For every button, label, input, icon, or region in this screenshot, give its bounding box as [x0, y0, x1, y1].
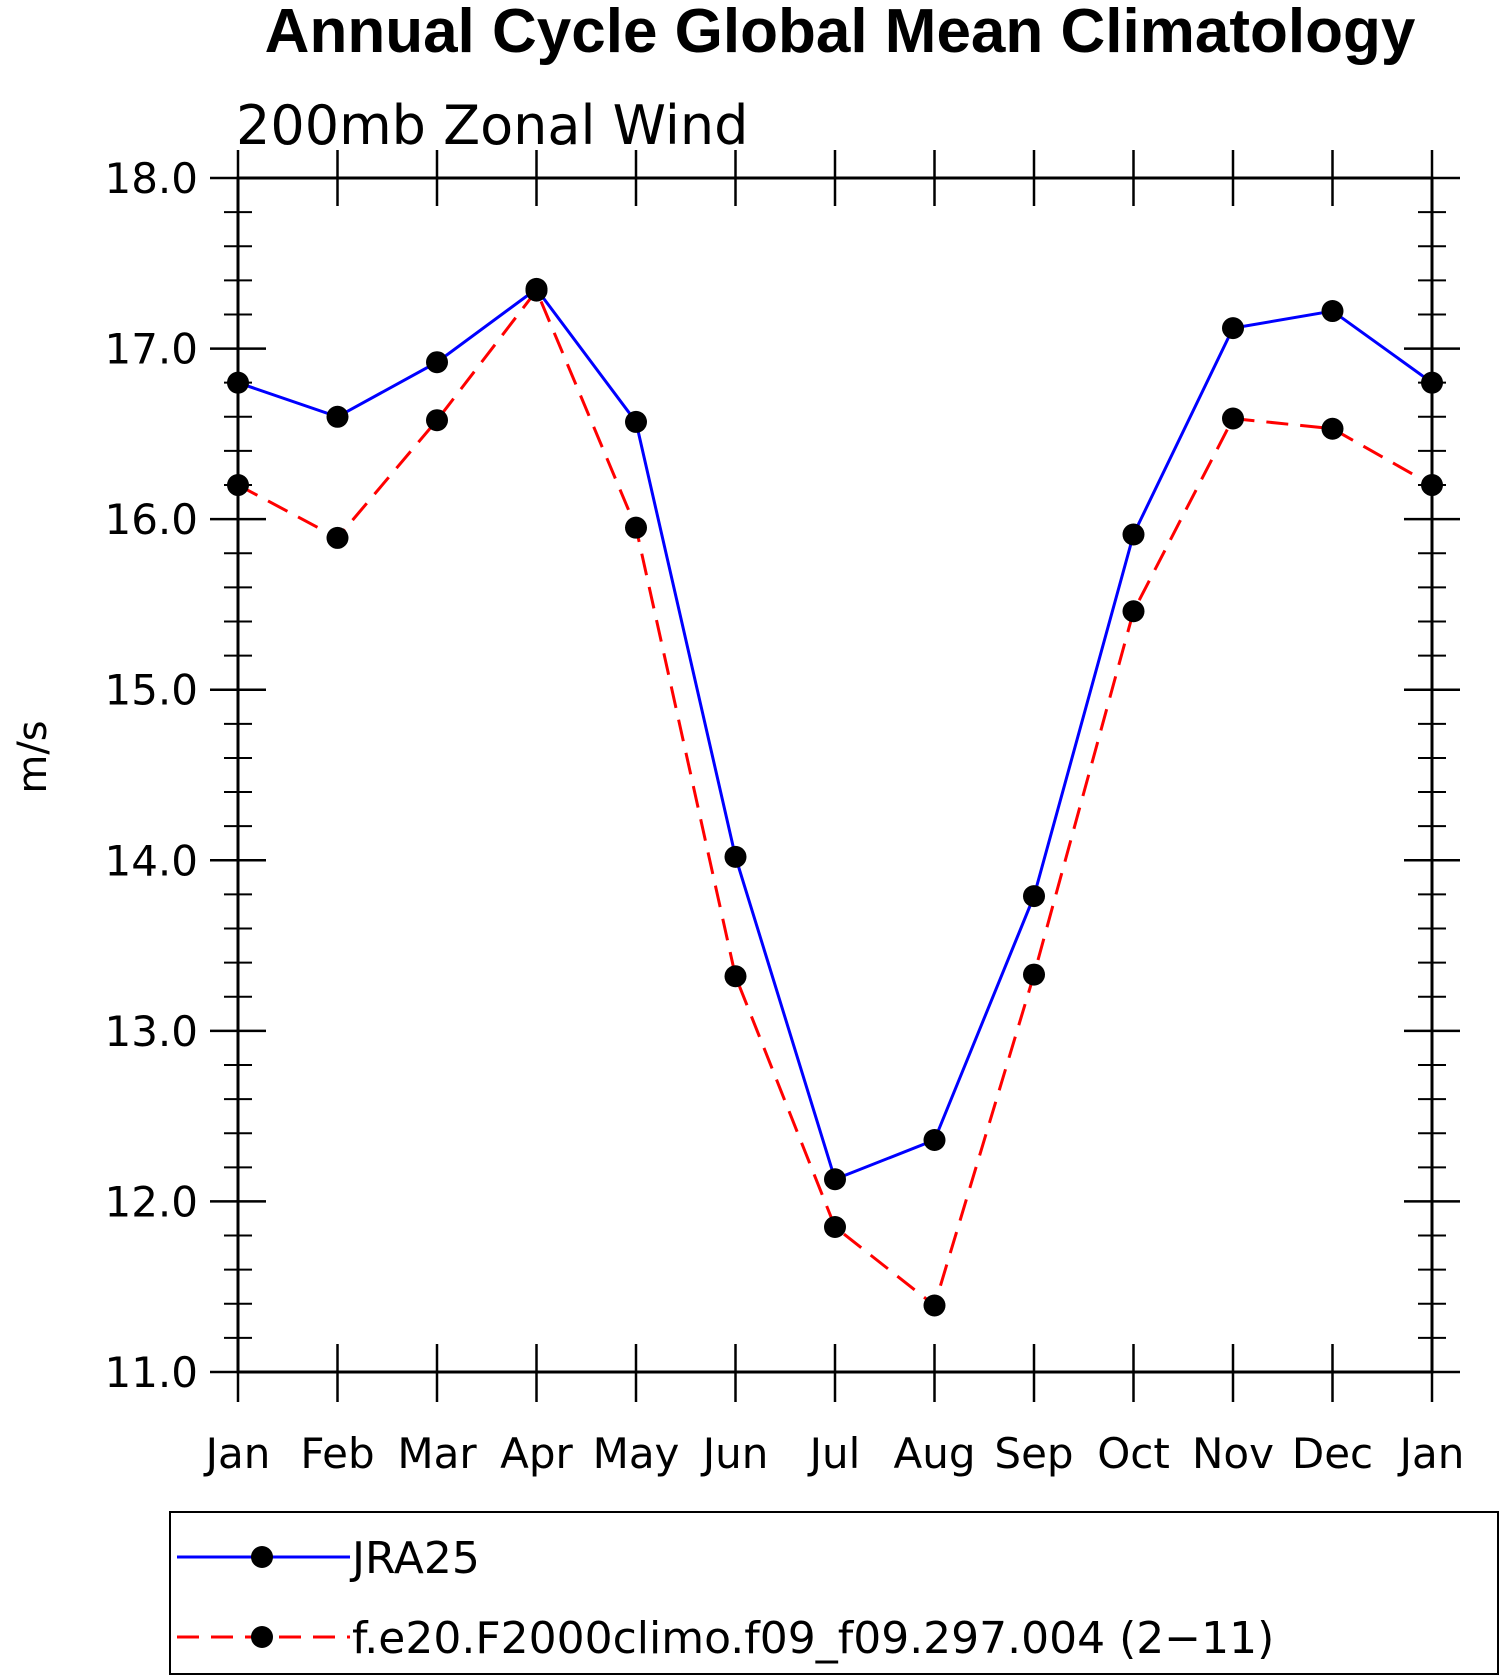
series-1-point: [1222, 317, 1244, 340]
series-2-point: [525, 279, 548, 302]
chart-subtitle: 200mb Zonal Wind: [236, 94, 748, 157]
plot-frame: [236, 176, 1434, 1374]
series-2-point: [326, 526, 349, 549]
series-2-point: [625, 516, 647, 539]
x-tick-label: Jan: [203, 1429, 271, 1478]
series-1-point: [923, 1129, 946, 1152]
x-tick-label: Jan: [1397, 1429, 1465, 1478]
chart-title: Annual Cycle Global Mean Climatology: [265, 0, 1416, 66]
series-2-point: [724, 965, 747, 988]
y-tick-label: 13.0: [104, 1007, 198, 1056]
series-2-point: [426, 409, 448, 432]
series-1-point: [426, 351, 448, 374]
series-1-point: [1122, 523, 1145, 546]
series-2-point: [1222, 407, 1244, 430]
legend-label-1: JRA25: [349, 1533, 480, 1584]
legend: JRA25 f.e20.F2000climo.f09_f09.297.004 (2…: [169, 1511, 1499, 1675]
x-tick-label: Feb: [300, 1429, 374, 1478]
x-tick-label: Mar: [397, 1429, 477, 1478]
x-tick-label: Sep: [994, 1429, 1073, 1478]
legend-marker-1: [251, 1546, 273, 1568]
series-2-point: [1023, 963, 1045, 986]
y-tick-label: 14.0: [104, 836, 198, 885]
y-tick-label: 17.0: [104, 325, 198, 374]
y-axis-label: m/s: [10, 720, 56, 793]
series-2-point: [227, 474, 249, 497]
series-1-point: [1321, 300, 1344, 323]
x-tick-label: Jun: [700, 1429, 769, 1478]
series-2-point: [923, 1294, 946, 1317]
y-tick-label: 16.0: [104, 495, 198, 544]
x-tick-label: Apr: [500, 1429, 573, 1478]
legend-label-2: f.e20.F2000climo.f09_f09.297.004 (2−11): [352, 1613, 1274, 1664]
series-1-point: [724, 845, 747, 868]
y-tick-label: 18.0: [104, 154, 198, 203]
x-tick-label: Dec: [1292, 1429, 1373, 1478]
y-tick-label: 11.0: [104, 1348, 198, 1397]
series-line-2: [237, 287, 1433, 1309]
x-tick-label: Aug: [893, 1429, 975, 1478]
series-1-point: [1421, 371, 1443, 394]
legend-box: [169, 1511, 1499, 1675]
series-2-point: [824, 1216, 846, 1239]
series-1-point: [326, 405, 349, 428]
series-2-point: [1421, 474, 1443, 497]
x-tick-label: May: [593, 1429, 680, 1478]
series-1-point: [1023, 885, 1045, 908]
x-tick-label: Nov: [1192, 1429, 1274, 1478]
series-1-point: [227, 371, 249, 394]
series-line-1: [237, 286, 1433, 1182]
axes: Jan Feb Mar Apr May Jun Jul Aug Sep Oct Nov Dec Jan1…: [104, 150, 1464, 1478]
x-tick-label: Oct: [1097, 1429, 1170, 1478]
series-1-point: [625, 410, 647, 433]
legend-marker-2: [251, 1626, 273, 1648]
x-tick-label: Jul: [807, 1429, 861, 1478]
series-layer: [227, 277, 1443, 1317]
y-tick-label: 12.0: [104, 1177, 198, 1226]
series-2-point: [1122, 600, 1145, 623]
series-1-point: [824, 1168, 846, 1191]
y-tick-label: 15.0: [104, 666, 198, 715]
series-2-point: [1321, 417, 1344, 440]
